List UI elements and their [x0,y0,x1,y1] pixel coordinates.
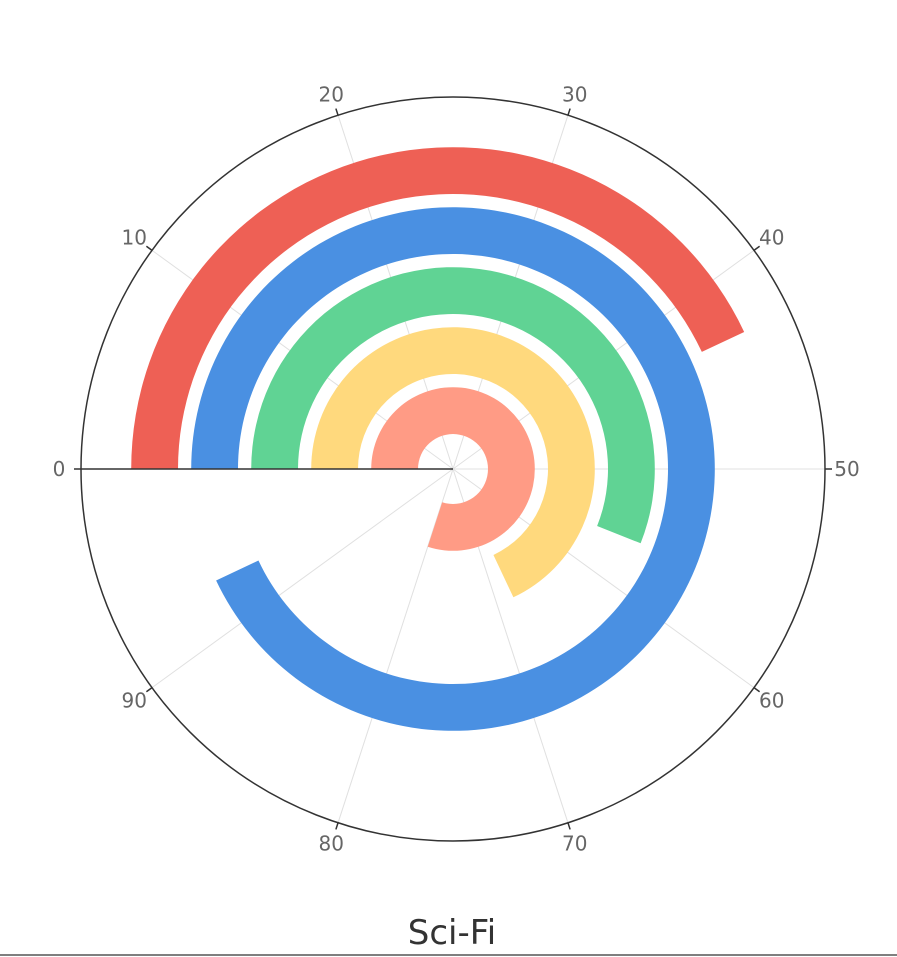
radial-bar[interactable] [311,327,595,598]
radial-bar[interactable] [251,267,655,544]
angle-tick-label: 60 [759,689,784,713]
angle-tick-label: 90 [122,689,147,713]
radial-bar[interactable] [371,387,535,551]
angle-tick [335,822,339,830]
angle-tick-labels: 0 10 20 30 40 50 60 70 80 90 [53,82,860,855]
angle-tick-label: 10 [122,225,147,249]
angle-tick [567,822,571,830]
angle-tick-label: 40 [759,225,784,249]
angle-tick [335,108,339,116]
angle-tick [567,108,571,116]
angle-tick-label: 30 [562,82,587,106]
angle-tick-label: 80 [319,832,344,856]
radial-bar[interactable] [131,147,745,469]
chart-title: Sci-Fi [408,913,497,953]
angle-tick [753,687,761,693]
angle-grid-line [151,468,454,689]
angle-tick [145,245,153,251]
angle-axis [74,96,832,842]
angle-tick-label: 0 [53,457,66,481]
angle-tick-label: 70 [562,832,587,856]
angle-tick [145,687,153,693]
angle-tick [753,245,761,251]
angle-tick-label: 20 [319,82,344,106]
angle-tick-label: 50 [834,457,859,481]
radial-bars [131,147,745,731]
angle-grid-line [337,468,454,823]
